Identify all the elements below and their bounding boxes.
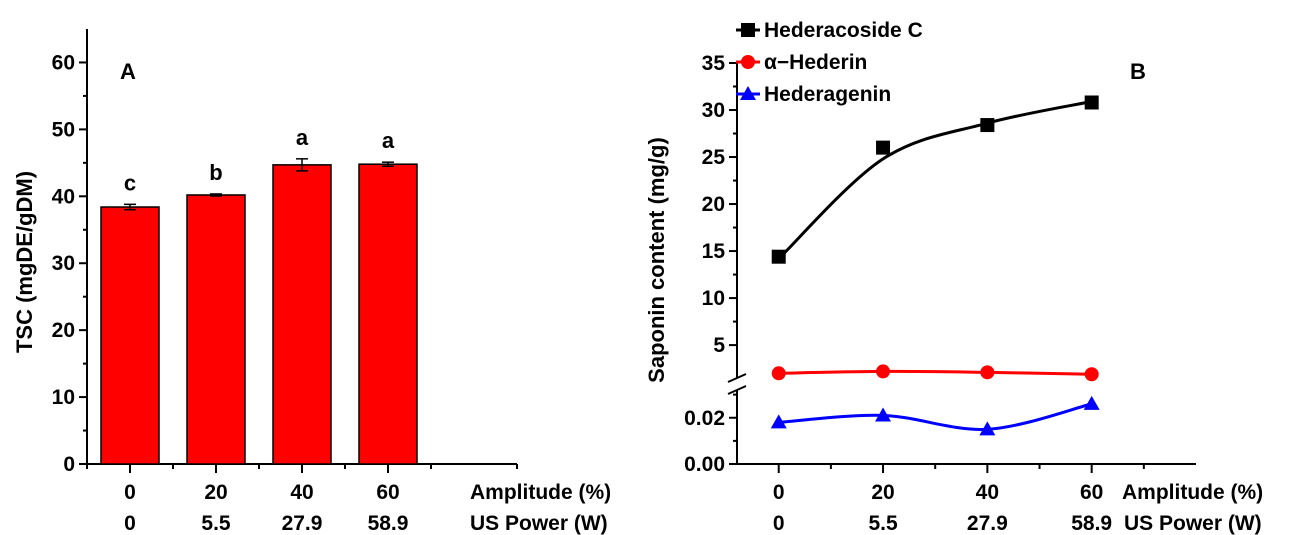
significance-letter: b	[209, 160, 222, 185]
panel-a-x-tick-label: 60	[376, 481, 399, 504]
legend-entry: Hederagenin	[764, 83, 891, 106]
legend-entry: Hederacoside C	[764, 19, 923, 42]
panel-a-y-tick-label: 30	[52, 252, 75, 275]
legend-marker	[740, 86, 756, 100]
series-line	[778, 369, 1092, 376]
panel-b-x-tick-label: 20	[871, 481, 894, 504]
panel-b-x-tick-label: 60	[1080, 481, 1103, 504]
data-point	[771, 249, 786, 264]
panel-a-x-tick-label: 0	[124, 481, 136, 504]
bar	[100, 206, 160, 465]
data-point	[980, 365, 995, 380]
panel-b-x-power-tick-label: 27.9	[967, 512, 1008, 535]
panel-a-x-tick-label: 20	[204, 481, 227, 504]
panel-a: A TSC (mgDE/gDM) Amplitude (%) US Power …	[12, 29, 611, 535]
panel-b-x-power-tick-label: 58.9	[1071, 512, 1112, 535]
data-point	[876, 140, 891, 155]
panel-b-y-tick-label: 0.02	[684, 407, 725, 430]
axis-break-mark	[727, 373, 747, 383]
panel-a-y-axis-label: TSC (mgDE/gDM)	[12, 171, 37, 353]
series-line	[777, 100, 1092, 260]
data-point	[770, 414, 787, 429]
panel-b-x-power-tick-label: 5.5	[868, 512, 898, 535]
data-point	[771, 366, 786, 381]
panel-b-y-tick-label: 15	[702, 240, 726, 263]
legend-marker	[741, 55, 755, 69]
panel-b-y-tick-label: 0.00	[684, 453, 725, 476]
panel-a-y-tick-label: 50	[52, 118, 75, 141]
panel-b: B Saponin content (mg/g) Amplitude (%) U…	[644, 19, 1263, 535]
panel-b-y-tick-label: 30	[702, 99, 725, 122]
panel-a-x-amplitude-label: Amplitude (%)	[470, 481, 611, 504]
legend-marker	[741, 23, 755, 37]
bar	[272, 164, 332, 465]
panel-b-x-tick-label: 0	[773, 481, 785, 504]
panel-a-y-tick-label: 10	[52, 386, 75, 409]
legend-entry: α−Hederin	[764, 51, 867, 74]
significance-letter: c	[124, 170, 136, 195]
series-line	[778, 402, 1093, 431]
bar	[358, 163, 418, 465]
panel-b-x-power-tick-label: 0	[773, 512, 785, 535]
data-point	[1083, 395, 1100, 410]
bar	[186, 194, 246, 465]
panel-b-y-axis-label: Saponin content (mg/g)	[644, 137, 669, 383]
panel-a-y-tick-label: 60	[52, 51, 75, 74]
panel-b-x-power-label: US Power (W)	[1124, 512, 1262, 535]
panel-b-y-tick-label: 5	[713, 334, 725, 357]
panel-a-y-tick-label: 0	[63, 453, 75, 476]
data-point	[1084, 367, 1099, 382]
data-point	[979, 421, 996, 436]
panel-a-x-tick-label: 40	[290, 481, 313, 504]
axis-break-mark	[727, 385, 747, 395]
panel-b-x-tick-label: 40	[976, 481, 999, 504]
panel-a-letter: A	[120, 59, 136, 84]
data-point	[980, 118, 995, 133]
panel-b-y-tick-label: 35	[702, 52, 726, 75]
panel-a-x-power-label: US Power (W)	[470, 512, 608, 535]
data-point	[1084, 95, 1099, 110]
data-point	[876, 364, 891, 379]
panel-a-x-power-tick-label: 27.9	[282, 512, 323, 535]
panel-b-x-amplitude-label: Amplitude (%)	[1122, 481, 1263, 504]
panel-a-x-power-tick-label: 58.9	[368, 512, 409, 535]
panel-b-y-tick-label: 10	[702, 287, 725, 310]
panel-a-y-tick-label: 40	[52, 185, 75, 208]
significance-letter: a	[382, 128, 395, 153]
panel-b-letter: B	[1130, 59, 1146, 84]
panel-a-x-power-tick-label: 0	[124, 512, 136, 535]
panel-b-y-tick-label: 25	[702, 146, 726, 169]
significance-letter: a	[296, 125, 309, 150]
data-point	[875, 407, 892, 422]
panel-a-y-tick-label: 20	[52, 319, 75, 342]
panel-a-x-power-tick-label: 5.5	[201, 512, 231, 535]
panel-b-y-tick-label: 20	[702, 193, 725, 216]
